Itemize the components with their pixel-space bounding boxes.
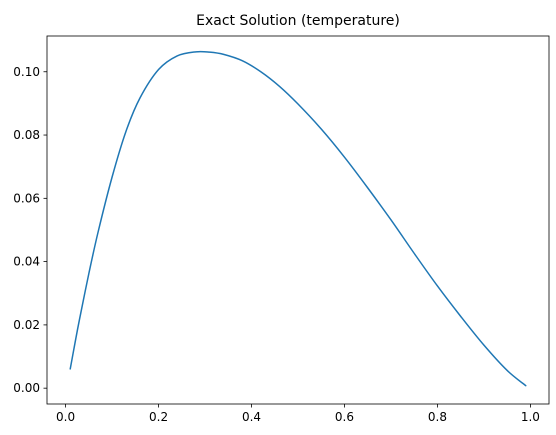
x-tick-label: 0.8 <box>428 410 447 424</box>
x-axis: 0.0 0.2 0.4 0.6 0.8 1.0 <box>56 404 540 424</box>
x-tick-label: 0.4 <box>242 410 261 424</box>
y-tick-label: 0.00 <box>13 381 40 395</box>
y-tick-label: 0.08 <box>13 128 40 142</box>
chart-title: Exact Solution (temperature) <box>196 13 400 29</box>
y-tick-label: 0.02 <box>13 318 40 332</box>
y-axis: 0.00 0.02 0.04 0.06 0.08 0.10 <box>13 65 47 395</box>
y-tick-label: 0.10 <box>13 65 40 79</box>
y-tick-label: 0.06 <box>13 191 40 205</box>
series-line <box>69 50 527 387</box>
x-tick-label: 0.6 <box>335 410 354 424</box>
x-tick-label: 0.2 <box>149 410 168 424</box>
plot-line-layer <box>69 50 527 387</box>
plot-frame <box>46 35 550 405</box>
x-tick-label: 1.0 <box>521 410 540 424</box>
y-tick-label: 0.04 <box>13 255 40 269</box>
x-tick-label: 0.0 <box>56 410 75 424</box>
